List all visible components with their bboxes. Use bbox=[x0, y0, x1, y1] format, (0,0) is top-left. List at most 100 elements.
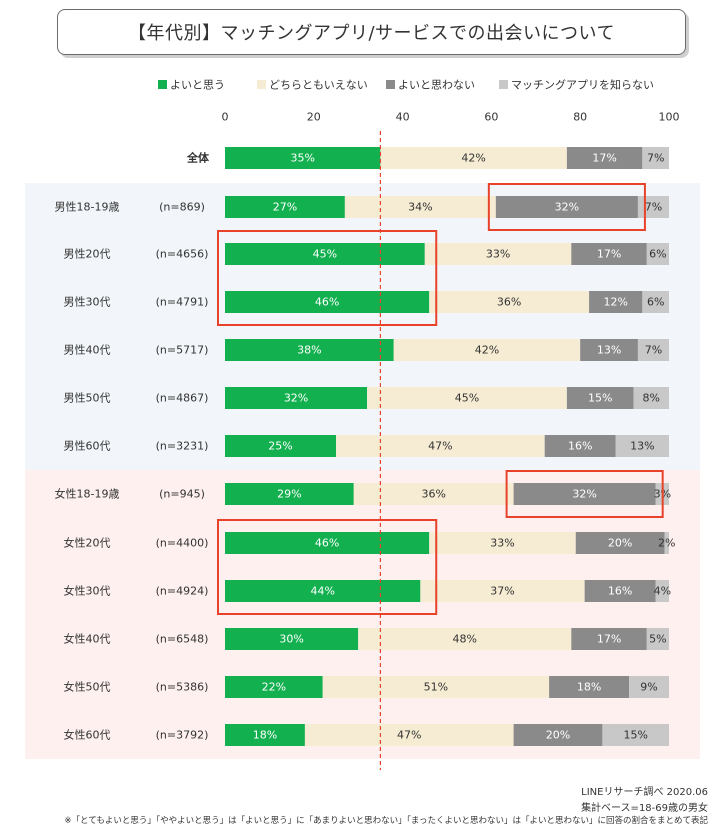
bar-data-label: 7% bbox=[645, 201, 662, 214]
bar-data-label: 51% bbox=[424, 681, 448, 694]
bar-segment bbox=[225, 339, 394, 361]
bar-segment bbox=[225, 483, 354, 505]
legend-swatch bbox=[158, 80, 167, 89]
bar-data-label: 32% bbox=[284, 392, 308, 405]
row-n-label: (n=3792) bbox=[156, 729, 209, 742]
bar-segment bbox=[353, 483, 514, 505]
bar-data-label: 44% bbox=[310, 585, 334, 598]
legend-swatch bbox=[257, 80, 266, 89]
bar-data-label: 36% bbox=[497, 296, 521, 309]
x-tick-label: 0 bbox=[222, 111, 229, 124]
bar-data-label: 5% bbox=[649, 633, 666, 646]
legend-label: よいと思う bbox=[170, 79, 225, 92]
bar-segment bbox=[655, 580, 669, 602]
bar-data-label: 15% bbox=[588, 392, 612, 405]
bar-data-label: 37% bbox=[490, 585, 514, 598]
bar-segment bbox=[646, 243, 669, 265]
chart-title: 【年代別】マッチングアプリ/サービスでの出会いについて bbox=[127, 23, 616, 44]
row-n-label: (n=945) bbox=[159, 488, 205, 501]
row-n-label: (n=4791) bbox=[156, 296, 209, 309]
row-label: 女性18-19歳 bbox=[55, 487, 120, 501]
bar-data-label: 33% bbox=[490, 537, 514, 550]
bar-segment bbox=[629, 676, 669, 698]
bar-data-label: 30% bbox=[279, 633, 303, 646]
bar-data-label: 32% bbox=[572, 488, 596, 501]
bar-data-label: 45% bbox=[313, 248, 337, 261]
row-label: 男性30代 bbox=[64, 295, 111, 309]
bar-data-label: 42% bbox=[461, 152, 485, 165]
row-label: 男性20代 bbox=[64, 247, 111, 261]
bar-segment bbox=[393, 339, 581, 361]
bar-segment bbox=[637, 339, 669, 361]
bar-segment bbox=[424, 243, 572, 265]
bar-data-label: 20% bbox=[608, 537, 632, 550]
bar-segment bbox=[642, 147, 669, 169]
source-text: LINEリサーチ調べ 2020.06 bbox=[581, 787, 708, 798]
row-n-label: (n=3231) bbox=[156, 440, 209, 453]
bar-segment bbox=[646, 628, 669, 650]
bar-data-label: 46% bbox=[315, 296, 339, 309]
bar-segment bbox=[380, 147, 567, 169]
bar-data-label: 36% bbox=[421, 488, 445, 501]
row-label: 男性40代 bbox=[64, 343, 111, 357]
bar-data-label: 9% bbox=[640, 681, 657, 694]
bar-data-label: 22% bbox=[262, 681, 286, 694]
bar-data-label: 2% bbox=[658, 537, 675, 550]
bar-segment bbox=[580, 339, 638, 361]
bar-segment bbox=[495, 196, 638, 218]
bar-data-label: 12% bbox=[603, 296, 627, 309]
bar-data-label: 4% bbox=[654, 585, 671, 598]
bar-segment bbox=[429, 532, 576, 554]
bar-data-label: 6% bbox=[649, 248, 666, 261]
bar-data-label: 32% bbox=[555, 201, 579, 214]
bar-data-label: 18% bbox=[253, 729, 277, 742]
bar-segment bbox=[589, 291, 643, 313]
bar-segment bbox=[584, 580, 656, 602]
bar-data-label: 29% bbox=[277, 488, 301, 501]
bar-data-label: 27% bbox=[273, 201, 297, 214]
bar-data-label: 47% bbox=[428, 440, 452, 453]
bar-segment bbox=[225, 532, 430, 554]
highlight-box bbox=[217, 230, 438, 326]
row-label: 女性20代 bbox=[64, 536, 111, 550]
bar-data-label: 17% bbox=[597, 248, 621, 261]
bar-data-label: 42% bbox=[475, 344, 499, 357]
bar-segment bbox=[322, 676, 550, 698]
bar-segment bbox=[575, 532, 665, 554]
row-n-label: (n=869) bbox=[159, 201, 205, 214]
bar-segment bbox=[336, 435, 545, 457]
bar-data-label: 46% bbox=[315, 537, 339, 550]
bar-data-label: 7% bbox=[647, 152, 664, 165]
row-n-label: (n=4867) bbox=[156, 392, 209, 405]
row-n-label: (n=4400) bbox=[156, 537, 209, 550]
row-n-label: (n=5386) bbox=[156, 681, 209, 694]
bar-segment bbox=[549, 676, 630, 698]
bar-segment bbox=[225, 628, 359, 650]
row-n-label: (n=6548) bbox=[156, 633, 209, 646]
row-label: 女性30代 bbox=[64, 584, 111, 598]
bar-segment bbox=[225, 580, 421, 602]
bar-data-label: 25% bbox=[268, 440, 292, 453]
base-text: 集計ベース=18-69歳の男女 bbox=[581, 803, 708, 814]
bar-segment bbox=[642, 291, 669, 313]
row-n-label: (n=4656) bbox=[156, 248, 209, 261]
bar-data-label: 16% bbox=[608, 585, 632, 598]
bar-segment bbox=[225, 435, 336, 457]
bar-data-label: 6% bbox=[647, 296, 664, 309]
bar-segment bbox=[513, 724, 603, 746]
row-n-label: (n=4924) bbox=[156, 585, 209, 598]
bar-segment bbox=[633, 387, 669, 409]
bar-segment bbox=[358, 628, 572, 650]
bar-data-label: 15% bbox=[623, 729, 647, 742]
bar-data-label: 38% bbox=[297, 344, 321, 357]
x-tick-label: 40 bbox=[396, 111, 410, 124]
highlight-box bbox=[487, 183, 646, 231]
footnote: ※「とてもよいと思う」「ややよいと思う」は「よいと思う」に「あまりよいと思わない… bbox=[64, 816, 708, 826]
bar-data-label: 47% bbox=[397, 729, 421, 742]
bar-segment bbox=[544, 435, 616, 457]
legend-label: マッチングアプリを知らない bbox=[511, 78, 654, 92]
bar-segment bbox=[225, 387, 368, 409]
bar-segment bbox=[225, 243, 425, 265]
bar-segment bbox=[429, 291, 590, 313]
